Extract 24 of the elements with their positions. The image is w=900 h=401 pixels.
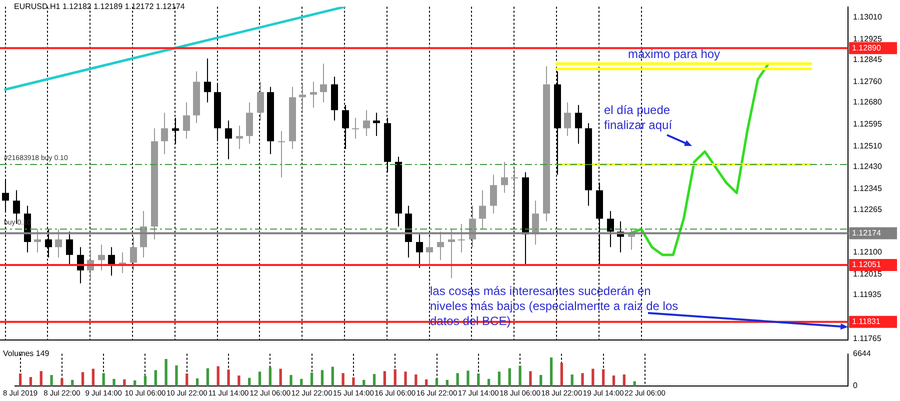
ref-line-label: 1.11831 [852, 317, 881, 326]
chart-title: EURUSD.H1 1.12182 1.12189 1.12172 1.12174 [14, 2, 185, 11]
y-tick-label: 1.11765 [853, 334, 882, 344]
y-tick-label: 1.12680 [853, 98, 882, 107]
y-tick-label: 6644 [853, 349, 872, 358]
y-tick-label: 1.12100 [853, 248, 882, 257]
y-tick-label: 1.12760 [853, 76, 882, 86]
y-tick-label: 1.11935 [853, 290, 882, 300]
y-tick-label: 1.12345 [853, 184, 882, 194]
ref-line-label: 1.12174 [852, 228, 882, 238]
y-tick-label: 1.12510 [853, 142, 882, 151]
y-tick-label: 1.12595 [853, 120, 882, 129]
ref-line-label: 1.12890 [852, 43, 882, 52]
y-tick-label: 1.12265 [853, 204, 882, 214]
y-tick-label: 1.12430 [853, 162, 882, 172]
y-tick-label: 1.13010 [853, 12, 882, 22]
ref-line-label: 1.12051 [852, 260, 882, 270]
annotation: el día puede finalizar aquí [604, 103, 674, 133]
y-tick-label: 1.12925 [853, 34, 882, 44]
chart-title: Volumes 149 [3, 349, 50, 358]
y-tick-label: 1.12845 [853, 54, 882, 64]
annotation: máximo para hoy [628, 47, 722, 62]
y-tick-label: 0 [853, 381, 858, 390]
y-tick-label: 1.12015 [853, 270, 882, 278]
